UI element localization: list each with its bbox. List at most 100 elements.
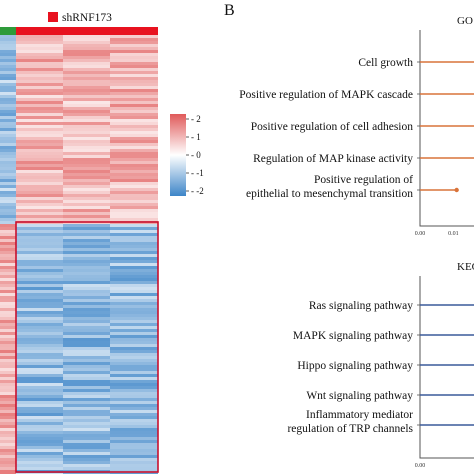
heatmap-cell <box>16 380 63 384</box>
heatmap-cell <box>0 341 16 345</box>
heatmap-cell <box>0 338 16 342</box>
heatmap-cell <box>0 134 16 138</box>
heatmap-cell <box>0 101 16 105</box>
heatmap-cell <box>16 419 63 423</box>
heatmap-cell <box>0 137 16 141</box>
term-label: Cell growth <box>358 57 413 69</box>
heatmap-cell <box>16 77 63 81</box>
heatmap-cell <box>16 167 63 171</box>
heatmap-cell <box>16 245 63 249</box>
heatmap-cell <box>110 344 158 348</box>
heatmap-cell <box>110 233 158 237</box>
heatmap-cell <box>63 308 110 312</box>
heatmap-cell <box>110 62 158 66</box>
heatmap-cell <box>63 383 110 387</box>
heatmap-cell <box>16 365 63 369</box>
term-label: Positive regulation of cell adhesion <box>251 121 413 133</box>
heatmap-cell <box>63 218 110 222</box>
heatmap-cell <box>63 338 110 342</box>
lollipop-point <box>454 187 459 193</box>
heatmap-cell <box>110 383 158 387</box>
heatmap-cell <box>110 281 158 285</box>
heatmap-cell <box>0 179 16 183</box>
heatmap-cell <box>110 338 158 342</box>
heatmap-cell <box>16 239 63 243</box>
heatmap-cell <box>63 362 110 366</box>
heatmap-cell <box>63 404 110 408</box>
heatmap-cell <box>0 74 16 78</box>
heatmap-cell <box>110 416 158 420</box>
heatmap-cell <box>110 92 158 96</box>
heatmap-cell <box>0 422 16 426</box>
heatmap-cell <box>110 197 158 201</box>
heatmap-cell <box>0 296 16 300</box>
heatmap-cell <box>16 176 63 180</box>
heatmap-cell <box>110 320 158 324</box>
kegg-enrichment-chart: KEG Ras signaling pathway MAPK signaling p… <box>287 261 474 469</box>
heatmap-cell <box>110 137 158 141</box>
heatmap-cell <box>110 98 158 102</box>
heatmap-cell <box>63 416 110 420</box>
heatmap-cell <box>16 383 63 387</box>
heatmap-cell <box>110 449 158 453</box>
heatmap-cell <box>110 368 158 372</box>
heatmap-cell <box>110 71 158 75</box>
heatmap-cell <box>0 407 16 411</box>
heatmap-cell <box>0 242 16 246</box>
heatmap-cell <box>16 35 63 39</box>
heatmap-cell <box>0 173 16 177</box>
heatmap-cell <box>110 410 158 414</box>
heatmap-cell <box>110 119 158 123</box>
heatmap-cell <box>16 320 63 324</box>
heatmap-cell <box>16 146 63 150</box>
heatmap-cell <box>16 437 63 441</box>
heatmap-cell <box>110 182 158 186</box>
heatmap-cell <box>16 89 63 93</box>
heatmap-cell <box>16 128 63 132</box>
heatmap-cell <box>0 365 16 369</box>
heatmap-cell <box>0 59 16 63</box>
heatmap-cell <box>0 431 16 435</box>
heatmap-cell <box>16 296 63 300</box>
heatmap-cell <box>16 314 63 318</box>
heatmap-cell <box>16 194 63 198</box>
heatmap-cell <box>63 332 110 336</box>
heatmap-cell <box>0 128 16 132</box>
heatmap-cell <box>110 347 158 351</box>
heatmap-cell <box>110 230 158 234</box>
heatmap-cell <box>0 374 16 378</box>
heatmap-cell <box>63 365 110 369</box>
colorbar-tick-label: - -2 <box>191 186 204 196</box>
heatmap-cell <box>110 218 158 222</box>
term-label: Wnt signaling pathway <box>306 390 413 402</box>
heatmap-cell <box>63 146 110 150</box>
heatmap-cell <box>0 161 16 165</box>
heatmap-cell <box>110 125 158 129</box>
heatmap-cell <box>63 287 110 291</box>
heatmap-cell <box>110 146 158 150</box>
heatmap-cell <box>110 185 158 189</box>
heatmap-cell <box>0 290 16 294</box>
heatmap-cell <box>16 152 63 156</box>
heatmap-cell <box>63 452 110 456</box>
heatmap-cell <box>63 377 110 381</box>
heatmap-cell <box>16 284 63 288</box>
heatmap-cell <box>63 197 110 201</box>
heatmap-cell <box>16 191 63 195</box>
heatmap-cell <box>0 413 16 417</box>
heatmap-cell <box>16 407 63 411</box>
heatmap-cell <box>110 215 158 219</box>
heatmap-cell <box>110 251 158 255</box>
heatmap-cell <box>0 218 16 222</box>
heatmap-cell <box>0 362 16 366</box>
heatmap-cell <box>16 83 63 87</box>
heatmap-cell <box>110 74 158 78</box>
heatmap-cell <box>63 149 110 153</box>
heatmap-cell <box>16 464 63 468</box>
heatmap-cell <box>63 65 110 69</box>
heatmap-cell <box>63 203 110 207</box>
heatmap-cell <box>63 92 110 96</box>
heatmap-cell <box>110 263 158 267</box>
heatmap-cell <box>16 329 63 333</box>
heatmap-cell <box>110 392 158 396</box>
